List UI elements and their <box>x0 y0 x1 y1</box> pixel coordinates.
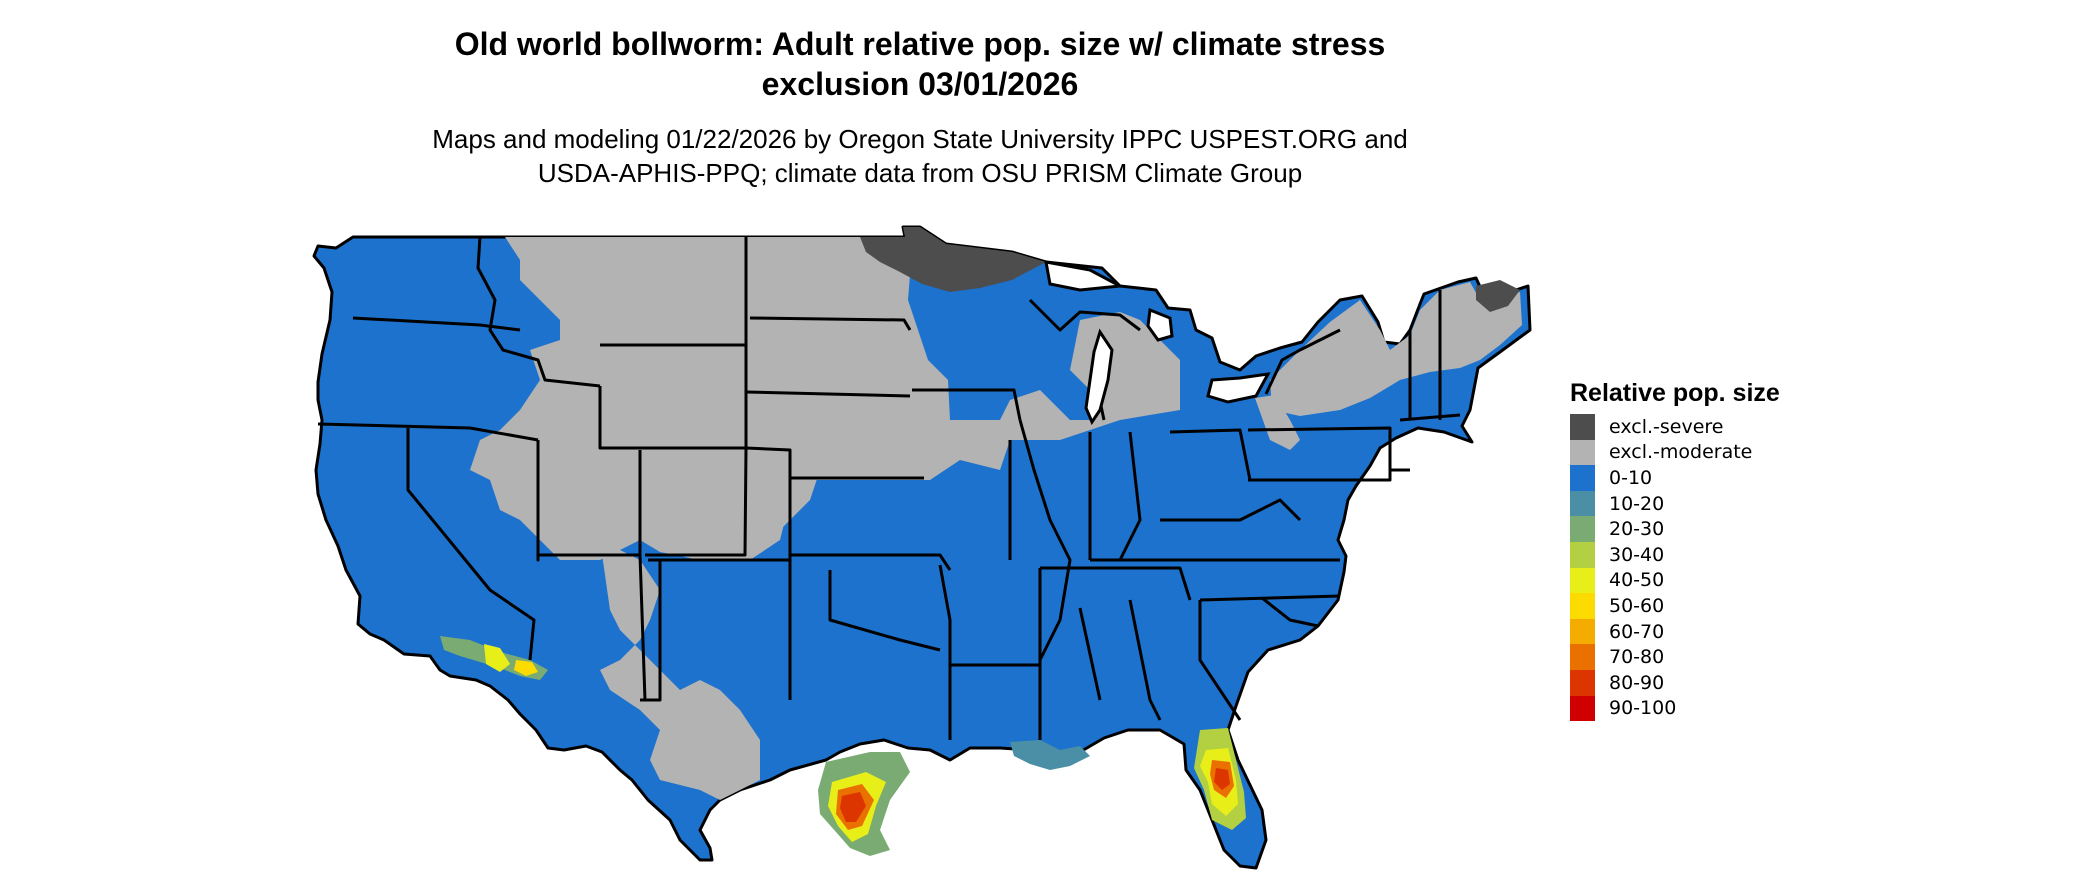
texas-hotspot <box>818 752 910 856</box>
legend-label: 20-30 <box>1609 518 1665 541</box>
gulf-coast-band <box>1010 740 1090 770</box>
legend-item-60-70: 60-70 <box>1570 618 1780 645</box>
legend-label: 80-90 <box>1609 671 1665 694</box>
legend-item-90-100: 90-100 <box>1570 695 1780 722</box>
legend-swatch <box>1570 593 1595 619</box>
legend-item-20-30: 20-30 <box>1570 516 1780 542</box>
legend-item-10-20: 10-20 <box>1570 490 1780 517</box>
legend-item-70-80: 70-80 <box>1570 644 1780 670</box>
florida-hotspot <box>1194 728 1246 830</box>
legend-items: excl.-severe excl.-moderate 0-10 10-20 2… <box>1570 414 1780 722</box>
legend-swatch <box>1570 490 1595 517</box>
map-title: Old world bollworm: Adult relative pop. … <box>300 24 1540 104</box>
legend-swatch <box>1570 567 1595 594</box>
legend-swatch <box>1570 465 1595 491</box>
subtitle-line-1: Maps and modeling 01/22/2026 by Oregon S… <box>432 124 1408 154</box>
legend-label: excl.-severe <box>1609 415 1724 438</box>
legend-label: 60-70 <box>1609 620 1665 643</box>
legend-swatch <box>1570 414 1595 440</box>
legend-label: 50-60 <box>1609 594 1665 617</box>
subtitle-line-2: USDA-APHIS-PPQ; climate data from OSU PR… <box>537 158 1303 188</box>
legend-item-excl-moderate: excl.-moderate <box>1570 439 1780 466</box>
legend-swatch <box>1570 669 1595 696</box>
legend-label: 70-80 <box>1609 646 1665 669</box>
legend-label: 10-20 <box>1609 492 1665 515</box>
legend-label: 0-10 <box>1609 466 1653 489</box>
legend-swatch <box>1570 644 1595 670</box>
legend-swatch <box>1570 695 1595 722</box>
california-hotspot <box>440 636 548 680</box>
legend-item-80-90: 80-90 <box>1570 669 1780 696</box>
great-lakes <box>1044 260 1271 426</box>
legend-swatch <box>1570 439 1595 466</box>
map-subtitle: Maps and modeling 01/22/2026 by Oregon S… <box>300 122 1540 190</box>
state-boundaries <box>317 236 1461 740</box>
us-map <box>312 225 1532 870</box>
title-line-1: Old world bollworm: Adult relative pop. … <box>454 26 1386 62</box>
legend-label: excl.-moderate <box>1609 441 1753 464</box>
title-line-2: exclusion 03/01/2026 <box>761 66 1079 102</box>
legend-swatch <box>1570 541 1595 568</box>
legend-item-excl-severe: excl.-severe <box>1570 414 1780 440</box>
legend-item-50-60: 50-60 <box>1570 593 1780 619</box>
excl-severe-regions <box>860 227 1520 312</box>
legend-item-40-50: 40-50 <box>1570 567 1780 594</box>
legend-title: Relative pop. size <box>1570 379 1780 407</box>
legend-label: 90-100 <box>1609 697 1677 720</box>
legend: Relative pop. size excl.-severe excl.-mo… <box>1570 378 1780 722</box>
legend-label: 30-40 <box>1609 543 1665 566</box>
legend-swatch <box>1570 516 1595 542</box>
legend-label: 40-50 <box>1609 569 1665 592</box>
legend-swatch <box>1570 618 1595 645</box>
legend-item-30-40: 30-40 <box>1570 541 1780 568</box>
excl-moderate-regions <box>470 237 1522 800</box>
legend-item-0-10: 0-10 <box>1570 465 1780 491</box>
